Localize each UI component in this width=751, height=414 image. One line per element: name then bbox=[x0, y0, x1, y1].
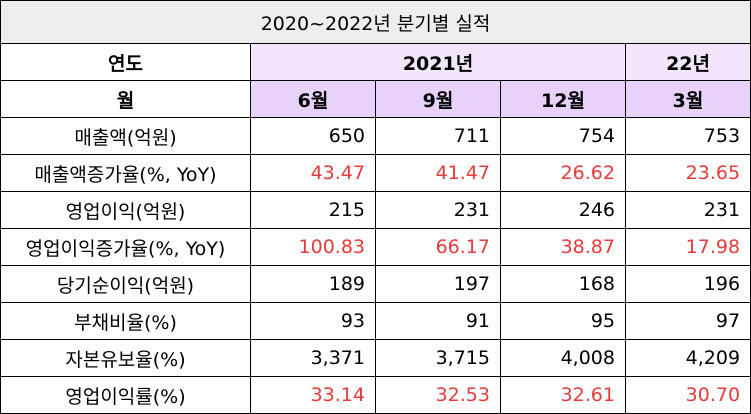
value-cell: 168 bbox=[500, 265, 626, 303]
table-row: 당기순이익(억원) 189 197 168 196 bbox=[0, 265, 751, 303]
value-cell: 33.14 bbox=[250, 376, 376, 414]
value-cell: 41.47 bbox=[375, 154, 501, 192]
row-label: 매출액증가율(%, YoY) bbox=[0, 154, 251, 192]
table-row: 부채비율(%) 93 91 95 97 bbox=[0, 302, 751, 340]
value-cell: 231 bbox=[375, 191, 501, 229]
value-cell: 43.47 bbox=[250, 154, 376, 192]
value-cell: 753 bbox=[624, 117, 751, 155]
value-cell: 100.83 bbox=[250, 228, 376, 266]
year-header-row: 연도 2021년 22년 bbox=[0, 43, 751, 81]
value-cell: 215 bbox=[250, 191, 376, 229]
row-label: 당기순이익(억원) bbox=[0, 265, 251, 303]
year-label: 연도 bbox=[0, 43, 251, 81]
table-row: 영업이익증가율(%, YoY) 100.83 66.17 38.87 17.98 bbox=[0, 228, 751, 266]
month-header-6: 6월 bbox=[250, 80, 376, 118]
row-label: 영업이익(억원) bbox=[0, 191, 251, 229]
value-cell: 231 bbox=[624, 191, 751, 229]
table-title-row: 2020~2022년 분기별 실적 bbox=[0, 0, 751, 44]
value-cell: 196 bbox=[624, 265, 751, 303]
value-cell: 95 bbox=[500, 302, 626, 340]
value-cell: 66.17 bbox=[375, 228, 501, 266]
row-label: 영업이익증가율(%, YoY) bbox=[0, 228, 251, 266]
value-cell: 23.65 bbox=[624, 154, 751, 192]
value-cell: 38.87 bbox=[500, 228, 626, 266]
value-cell: 91 bbox=[375, 302, 501, 340]
value-cell: 197 bbox=[375, 265, 501, 303]
value-cell: 3,715 bbox=[375, 339, 501, 377]
row-label: 자본유보율(%) bbox=[0, 339, 251, 377]
value-cell: 754 bbox=[500, 117, 626, 155]
table-title: 2020~2022년 분기별 실적 bbox=[0, 0, 751, 44]
value-cell: 17.98 bbox=[624, 228, 751, 266]
month-header-9: 9월 bbox=[375, 80, 501, 118]
table-row: 영업이익(억원) 215 231 246 231 bbox=[0, 191, 751, 229]
row-label: 부채비율(%) bbox=[0, 302, 251, 340]
value-cell: 4,209 bbox=[624, 339, 751, 377]
value-cell: 4,008 bbox=[500, 339, 626, 377]
row-label: 매출액(억원) bbox=[0, 117, 251, 155]
value-cell: 246 bbox=[500, 191, 626, 229]
value-cell: 650 bbox=[250, 117, 376, 155]
table-row: 매출액(억원) 650 711 754 753 bbox=[0, 117, 751, 155]
row-label: 영업이익률(%) bbox=[0, 376, 251, 414]
value-cell: 97 bbox=[624, 302, 751, 340]
month-header-row: 월 6월 9월 12월 3월 bbox=[0, 80, 751, 118]
month-header-3: 3월 bbox=[624, 80, 751, 118]
value-cell: 189 bbox=[250, 265, 376, 303]
value-cell: 93 bbox=[250, 302, 376, 340]
value-cell: 3,371 bbox=[250, 339, 376, 377]
value-cell: 32.61 bbox=[500, 376, 626, 414]
value-cell: 30.70 bbox=[624, 376, 751, 414]
year-22-header: 22년 bbox=[624, 43, 751, 81]
table-row: 영업이익률(%) 33.14 32.53 32.61 30.70 bbox=[0, 376, 751, 414]
value-cell: 32.53 bbox=[375, 376, 501, 414]
month-header-12: 12월 bbox=[500, 80, 626, 118]
table-row: 매출액증가율(%, YoY) 43.47 41.47 26.62 23.65 bbox=[0, 154, 751, 192]
month-label: 월 bbox=[0, 80, 251, 118]
value-cell: 26.62 bbox=[500, 154, 626, 192]
year-2021-header: 2021년 bbox=[250, 43, 626, 81]
data-rows: 매출액(억원) 650 711 754 753 매출액증가율(%, YoY) 43.47 41… bbox=[0, 117, 751, 414]
table-row: 자본유보율(%) 3,371 3,715 4,008 4,209 bbox=[0, 339, 751, 377]
value-cell: 711 bbox=[375, 117, 501, 155]
